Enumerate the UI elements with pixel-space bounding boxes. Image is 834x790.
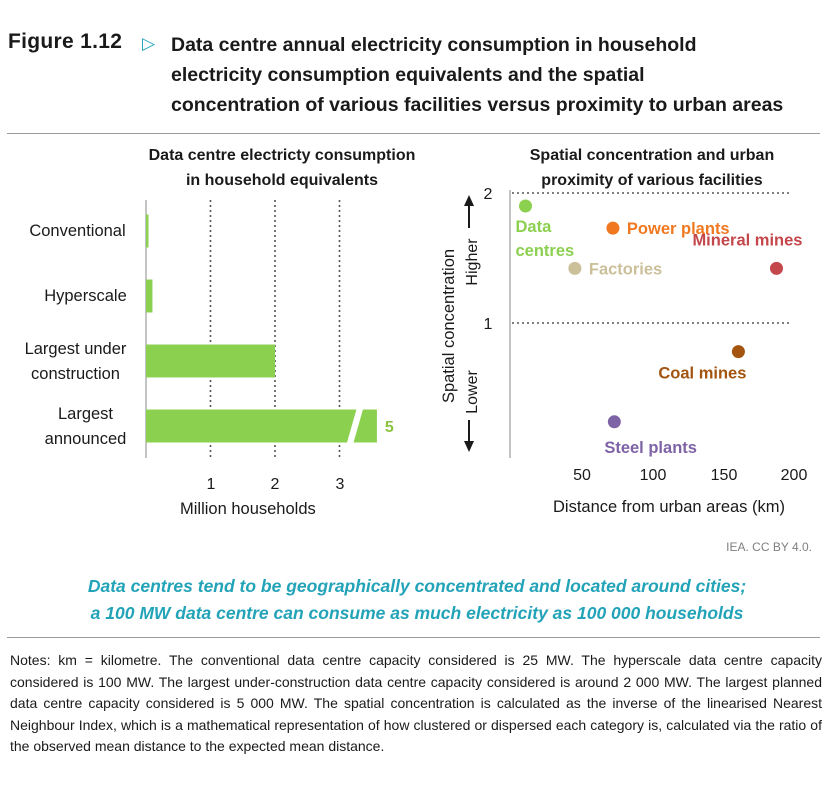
scatter-point-label: Power plants <box>627 220 730 238</box>
takeaway-line: Data centres tend to be geographically c… <box>87 576 747 596</box>
bar-category-label: Largest under construction <box>8 337 143 387</box>
scatter-point-label: Data <box>516 218 553 236</box>
bar <box>146 409 377 443</box>
scatter-point <box>606 221 620 235</box>
bar-data-label: 5 <box>385 419 394 436</box>
bar-category-line: Hyperscale <box>44 287 127 305</box>
bar-chart-title-line: Data centre electricty consumption <box>148 147 416 164</box>
bar-category-line: Conventional <box>29 222 126 240</box>
figure-arrow-icon: ▷ <box>142 34 156 53</box>
scatter-x-tick: 50 <box>573 467 591 484</box>
scatter-chart-title-line: proximity of various facilities <box>541 172 763 189</box>
figure-title-line: Data centre annual electricity consumpti… <box>171 34 697 56</box>
scatter-point-label: Coal mines <box>658 365 746 383</box>
bar-x-tick: 3 <box>335 476 345 493</box>
scatter-point-label: Factories <box>589 260 662 278</box>
bar-category-label: Conventional <box>10 219 145 244</box>
bar-x-axis-label: Million households <box>180 500 316 518</box>
figure-title: Data centre annual electricity consumpti… <box>171 30 831 120</box>
scatter-point <box>731 345 745 359</box>
scatter-point <box>769 261 783 275</box>
arrow-up-icon <box>464 195 474 206</box>
header-divider <box>7 133 820 134</box>
arrow-down-icon <box>464 441 474 452</box>
bar <box>146 214 149 248</box>
scatter-point <box>607 415 621 429</box>
credit: IEA. CC BY 4.0. <box>726 540 812 554</box>
scatter-y-tick: 2 <box>484 186 493 203</box>
bar <box>146 344 275 378</box>
bar-category-line: Largest under <box>24 340 127 358</box>
bar-category-label: Largest announced <box>18 402 153 452</box>
bar-category-line: announced <box>44 430 127 448</box>
scatter-chart-title: Spatial concentration and urban proximit… <box>482 143 822 193</box>
scatter-point <box>519 199 533 213</box>
scatter-y-tick: 1 <box>484 316 493 333</box>
scatter-y-axis-label: Spatial concentration <box>440 249 458 403</box>
bar-category-line: construction <box>31 365 120 383</box>
bar-category-label: Hyperscale <box>18 284 153 309</box>
takeaway-line: a 100 MW data centre can consume as much… <box>90 603 744 623</box>
figure-label: Figure 1.12 <box>8 30 123 53</box>
scatter-point-label: Mineral mines <box>692 231 802 249</box>
bar <box>146 279 153 313</box>
scatter-x-axis-label: Distance from urban areas (km) <box>553 498 785 516</box>
bar-chart-title-line: in household equivalents <box>185 172 379 189</box>
bar-chart-title: Data centre electricty consumption in ho… <box>112 143 452 193</box>
scatter-higher-label: Higher <box>464 238 481 286</box>
scatter-point-label: centres <box>516 242 575 260</box>
scatter-chart-title-line: Spatial concentration and urban <box>529 147 775 164</box>
bar-axis-break <box>347 408 364 444</box>
scatter-x-tick: 100 <box>639 467 667 484</box>
scatter-lower-label: Lower <box>464 370 481 414</box>
scatter-x-tick: 150 <box>710 467 738 484</box>
bar-axis-break-edge <box>346 408 358 444</box>
takeaway: Data centres tend to be geographically c… <box>0 573 834 627</box>
scatter-point <box>568 261 582 275</box>
footer-divider <box>7 637 820 638</box>
notes: Notes: km = kilometre. The conventional … <box>10 652 822 754</box>
bar-x-tick: 2 <box>270 476 280 493</box>
bar-x-tick: 1 <box>206 476 216 493</box>
bar-category-line: Largest <box>57 405 114 423</box>
figure-title-line: concentration of various facilities vers… <box>171 94 784 116</box>
scatter-point-label: Steel plants <box>604 439 697 457</box>
scatter-x-tick: 200 <box>780 467 808 484</box>
figure-title-line: electricity consumption equivalents and … <box>171 64 645 86</box>
